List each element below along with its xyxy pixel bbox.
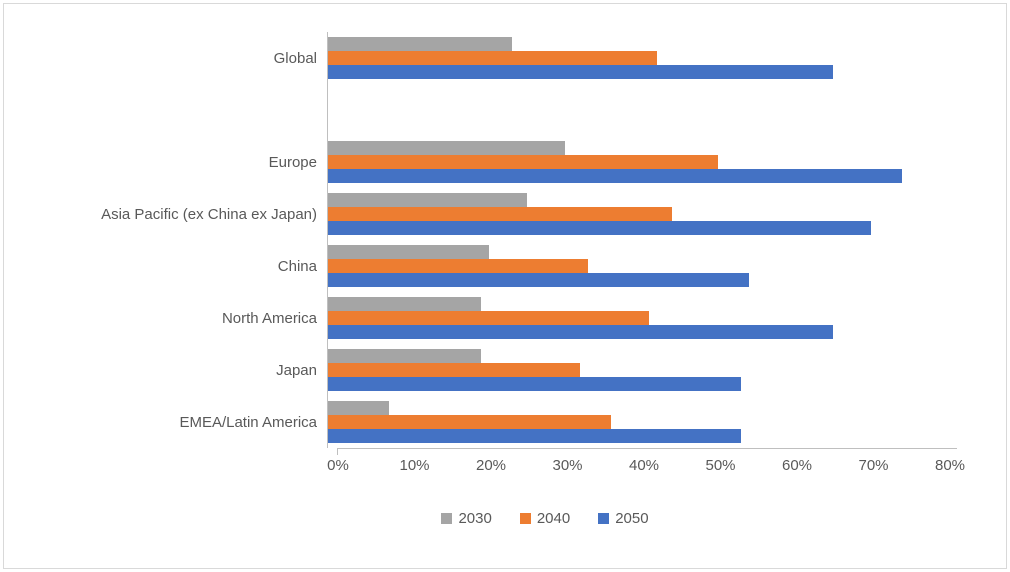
legend-item-2050: 2050	[598, 510, 649, 527]
x-tick-label: 80%	[934, 457, 966, 474]
x-tick-label: 50%	[705, 457, 736, 474]
x-tick-label: 20%	[475, 457, 507, 474]
bar-2040	[328, 415, 612, 429]
bar-group	[327, 396, 940, 448]
bar-2030	[328, 349, 481, 363]
bar-group	[327, 84, 940, 136]
bar-2050	[328, 429, 742, 443]
category-row: Asia Pacific (ex China ex Japan)	[0, 188, 1010, 240]
x-axis-line	[337, 448, 957, 455]
x-tick-label: 0%	[327, 457, 349, 474]
legend-swatch-icon	[598, 513, 610, 524]
bar-group	[327, 188, 940, 240]
axis-origin-tick	[337, 449, 338, 455]
x-tick-label: 10%	[399, 457, 430, 474]
x-tick-label: 70%	[858, 457, 889, 474]
legend-label: 2030	[458, 510, 492, 527]
category-label: EMEA/Latin America	[179, 413, 317, 431]
category-label: North America	[221, 309, 317, 327]
bar-2050	[328, 325, 833, 339]
bar-2040	[328, 155, 719, 169]
bar-2050	[328, 273, 749, 287]
category-label: Asia Pacific (ex China ex Japan)	[101, 205, 317, 223]
category-row: North America	[0, 292, 1010, 344]
legend-item-2030: 2030	[441, 510, 492, 527]
bar-2050	[328, 221, 872, 235]
bar-2050	[328, 377, 742, 391]
category-label: Japan	[276, 361, 317, 379]
bar-2030	[328, 141, 566, 155]
bar-2030	[328, 401, 390, 415]
category-label: Global	[273, 49, 317, 67]
bar-2030	[328, 193, 527, 207]
legend-item-2040: 2040	[519, 510, 571, 527]
category-label: China	[277, 257, 317, 275]
bar-2040	[328, 311, 650, 325]
category-row: Japan	[0, 344, 1010, 396]
legend-label: 2050	[615, 510, 649, 527]
bar-group	[327, 344, 940, 396]
category-label	[0, 84, 327, 136]
category-rows: Global Europe Asia Pacific (ex China ex Ja…	[0, 32, 1010, 448]
x-axis-tick-labels: 0% 10% 20% 30% 40% 50% 60% 70% 80%	[327, 457, 965, 479]
spacer-row	[0, 84, 1010, 136]
legend-swatch-icon	[519, 513, 531, 524]
x-tick-label: 30%	[552, 457, 583, 474]
legend-swatch-icon	[441, 513, 453, 524]
legend: 2030 2040 2050	[0, 510, 1010, 527]
plot-area: Global Europe Asia Pacific (ex China ex Ja…	[0, 32, 1010, 479]
legend-label: 2040	[536, 510, 571, 527]
bar-2030	[328, 245, 489, 259]
bar-2030	[328, 37, 512, 51]
bar-group	[327, 32, 940, 84]
x-tick-label: 40%	[628, 457, 660, 474]
bar-group	[327, 240, 940, 292]
category-row: Europe	[0, 136, 1010, 188]
bar-2040	[328, 259, 589, 273]
bar-2040	[328, 207, 673, 221]
bar-2030	[328, 297, 481, 311]
bar-2050	[328, 65, 833, 79]
bar-2050	[328, 169, 902, 183]
bar-2040	[328, 51, 657, 65]
x-tick-label: 60%	[781, 457, 813, 474]
category-label: Europe	[268, 153, 317, 171]
category-row: Global	[0, 32, 1010, 84]
bar-group	[327, 292, 940, 344]
bar-group	[327, 136, 940, 188]
bar-2040	[328, 363, 581, 377]
category-row: EMEA/Latin America	[0, 396, 1010, 448]
category-row: China	[0, 240, 1010, 292]
